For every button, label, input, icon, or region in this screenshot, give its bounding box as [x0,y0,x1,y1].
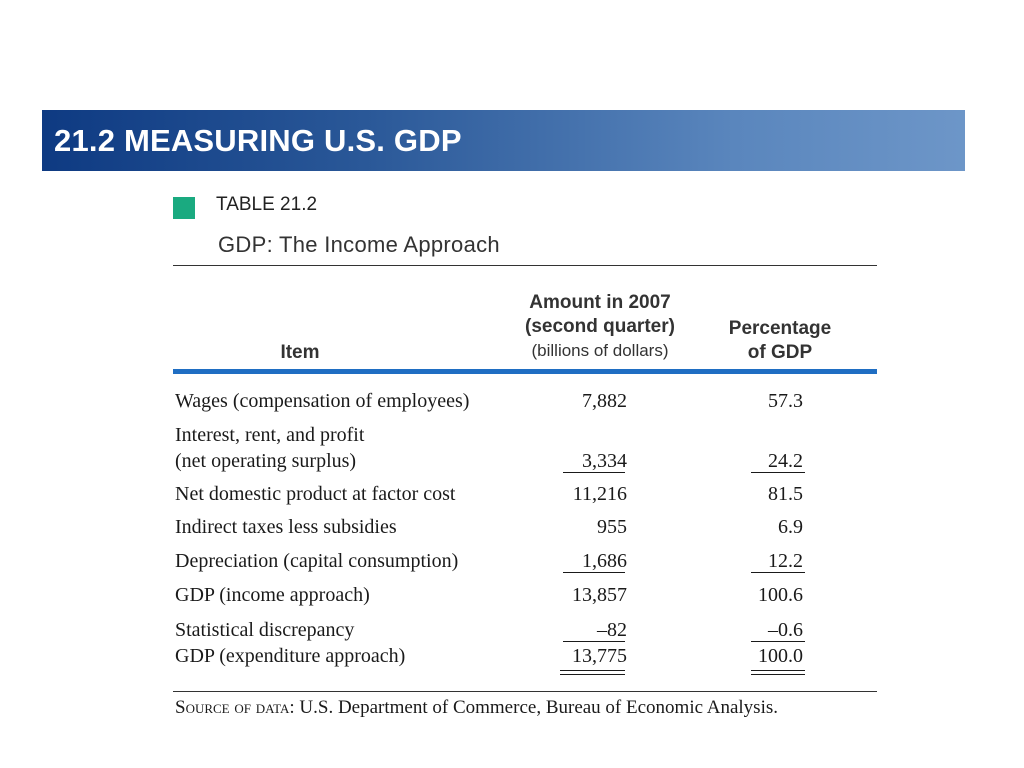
header-rule [173,369,877,374]
row-percentage: 24.2 [768,450,803,472]
header-amount-line2: (second quarter) [525,316,675,337]
row-amount: 13,775 [572,645,627,667]
row-amount: 1,686 [582,550,627,572]
table-title: GDP: The Income Approach [218,232,500,257]
subtotal-underline [751,641,805,642]
row-percentage: 100.0 [758,645,803,667]
source-label: Source of data: [175,697,295,718]
header-pct-line1: Percentage [728,318,832,339]
row-amount: 13,857 [572,584,627,606]
row-amount: 955 [597,516,627,538]
row-amount: 11,216 [572,483,627,505]
row-percentage: 81.5 [768,483,803,505]
row-label: Interest, rent, and profit [175,424,365,446]
row-percentage: 100.6 [758,584,803,606]
row-percentage: 57.3 [768,390,803,412]
source-note: Source of data: U.S. Department of Comme… [175,697,778,719]
row-label: Wages (compensation of employees) [175,390,470,412]
row-label-continued: (net operating surplus) [175,450,357,472]
total-double-underline [751,670,805,675]
row-label: Depreciation (capital consumption) [175,550,459,572]
row-label: Net domestic product at factor cost [175,483,456,505]
row-label: GDP (income approach) [175,584,370,606]
row-percentage: –0.6 [768,619,803,641]
header-percentage: Percentage of GDP [715,317,845,365]
row-label: GDP (expenditure approach) [175,645,406,667]
subtotal-underline [751,572,805,573]
title-banner: 21.2 MEASURING U.S. GDP [42,110,965,171]
header-amount-line1: Amount in 2007 [529,292,671,313]
row-amount: –82 [597,619,627,641]
subtotal-underline [563,472,625,473]
subtotal-underline [563,641,625,642]
row-label: Statistical discrepancy [175,619,355,641]
row-amount: 7,882 [582,390,627,412]
subtotal-underline [751,472,805,473]
source-text: U.S. Department of Commerce, Bureau of E… [294,697,778,718]
table-bottom-rule [173,691,877,692]
row-label: Indirect taxes less subsidies [175,516,397,538]
header-item: Item [280,342,320,363]
table-top-rule [173,265,877,266]
table-row: Interest, rent, and profit (net operatin… [175,422,835,474]
row-amount: 3,334 [582,450,627,472]
header-pct-line2: of GDP [747,342,813,363]
row-percentage: 12.2 [768,550,803,572]
header-amount: Amount in 2007 (second quarter) (billion… [505,291,695,363]
header-amount-line3: (billions of dollars) [531,341,669,360]
subtotal-underline [563,572,625,573]
slide-title: 21.2 MEASURING U.S. GDP [54,123,462,158]
table-marker-square [173,197,195,219]
total-double-underline [560,670,625,675]
row-percentage: 6.9 [778,516,803,538]
table-number: TABLE 21.2 [216,194,318,215]
